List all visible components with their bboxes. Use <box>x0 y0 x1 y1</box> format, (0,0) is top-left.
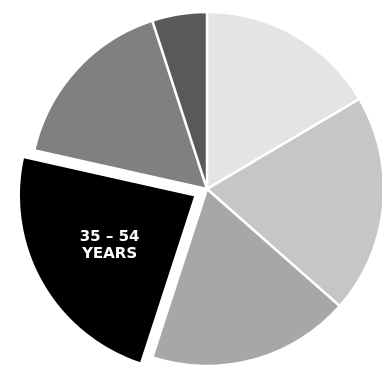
pie-slice-2 <box>205 97 382 308</box>
pie-slice-4-label-line-1: 35 – 54 <box>80 227 140 245</box>
pie-slice-6 <box>151 10 209 191</box>
pie-slice-1 <box>205 10 361 191</box>
pie-slice-4-label-line-2: YEARS <box>81 244 137 262</box>
pie-slice-3 <box>151 187 342 368</box>
pie-slices <box>17 10 382 368</box>
pie-slice-5 <box>33 19 209 191</box>
pie-slice-4 <box>17 155 197 366</box>
